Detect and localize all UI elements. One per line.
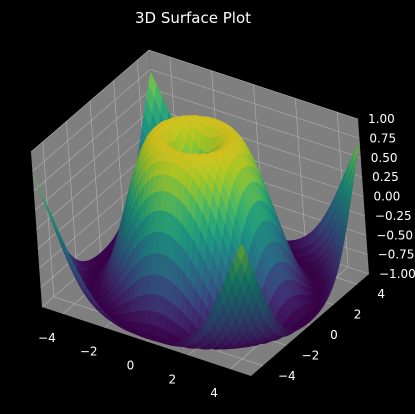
z-tick-label: −1.00 xyxy=(379,267,415,281)
x-tick-label: 2 xyxy=(168,372,176,386)
z-tick-label: 0.75 xyxy=(369,131,396,145)
x-tick-label: −4 xyxy=(38,331,56,345)
left-grid-z xyxy=(33,88,152,191)
left-grid-z xyxy=(30,49,150,153)
z-tick-label: 0.00 xyxy=(374,190,401,204)
z-tick-label: 1.00 xyxy=(368,112,395,126)
back-grid-z xyxy=(151,88,361,159)
y-tick-label: −4 xyxy=(278,369,296,383)
x-tick-label: −2 xyxy=(80,345,98,359)
z-tick-label: 0.50 xyxy=(371,151,398,165)
chart-title: 3D Surface Plot xyxy=(135,9,251,27)
axis-ticks: −4 −2 0 2 4 −4 −2 0 2 4 −1.00 −0.75 −0.50 −0.25 0.00 0.… xyxy=(38,112,415,400)
z-tick-label: −0.75 xyxy=(378,248,415,262)
z-tick-label: −0.50 xyxy=(376,228,413,242)
left-grid-z xyxy=(32,69,151,172)
z-tick-label: −0.25 xyxy=(375,209,412,223)
y-tick-label: 0 xyxy=(330,328,338,342)
back-grid-z xyxy=(148,49,359,120)
back-grid-z xyxy=(150,69,360,139)
x-tick-label: 0 xyxy=(127,359,135,373)
y-tick-label: −2 xyxy=(302,348,320,362)
surface-face xyxy=(236,243,246,263)
surface-mesh xyxy=(32,71,360,350)
x-tick-label: 4 xyxy=(210,386,218,400)
left-grid-z xyxy=(34,107,154,211)
y-tick-label: 2 xyxy=(354,308,362,322)
z-tick-label: 0.25 xyxy=(372,170,399,184)
left-grid-z xyxy=(36,127,155,230)
y-tick-label: 4 xyxy=(377,287,385,301)
